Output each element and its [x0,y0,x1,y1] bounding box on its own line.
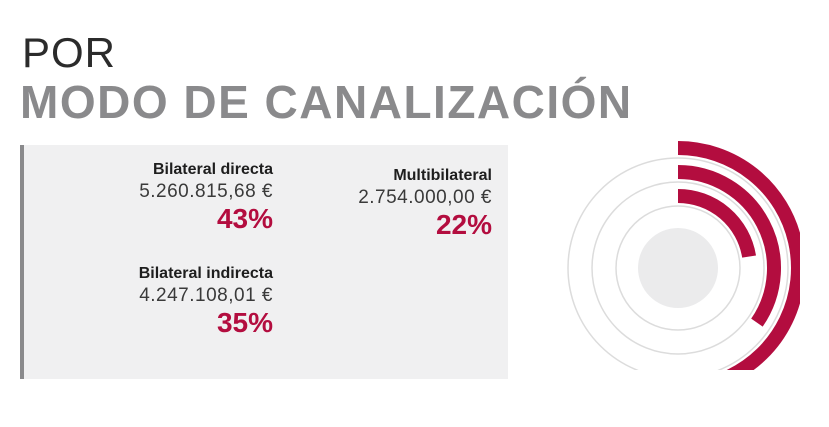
legend-item-amount: 5.260.815,68 € [139,181,273,202]
legend-item-name: Bilateral indirecta [138,265,273,282]
title-line-1: POR [22,29,117,76]
ring-outline-2 [591,181,765,355]
legend-item-name: Bilateral directa [152,161,273,178]
center-disc [638,228,718,308]
legend-item-multibilateral: Multibilateral 2.754.000,00 € 22% [358,166,492,240]
bar-multibilateral [677,189,756,258]
radial-bar-chart [567,141,800,370]
legend-panel [20,145,508,379]
ring-outline-1 [567,157,789,370]
bar-bilateral-directa [677,141,800,370]
legend-item-bilateral-directa: Bilateral directa 5.260.815,68 € 43% [139,160,273,234]
legend-item-percent: 43% [216,203,273,234]
legend-item-amount: 4.247.108,01 € [139,285,273,306]
bar-bilateral-indirecta [677,165,781,327]
legend-item-bilateral-indirecta: Bilateral indirecta 4.247.108,01 € 35% [139,264,273,338]
title-line-2: MODO DE CANALIZACIÓN [20,76,633,128]
legend-panel-bar [20,145,24,379]
legend-item-name: Multibilateral [393,167,492,184]
legend-item-percent: 22% [435,209,492,240]
legend-item-amount: 2.754.000,00 € [358,187,492,208]
legend-item-percent: 35% [216,307,273,338]
ring-outline-3 [615,205,741,331]
